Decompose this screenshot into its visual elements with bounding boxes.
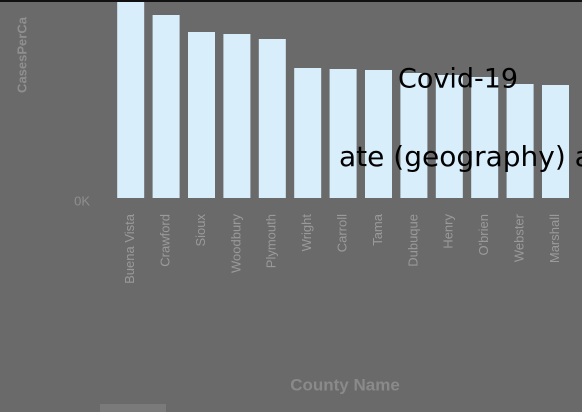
overlay-text: ate (geography) and by dat [339, 140, 582, 173]
x-tick-label: Crawford [158, 214, 173, 267]
x-tick-label: Buena Vista [122, 213, 137, 284]
x-tick-label: Woodbury [228, 214, 243, 274]
x-tick-label: Henry [441, 214, 456, 249]
bar [329, 69, 357, 198]
x-tick-label: Plymouth [264, 214, 279, 268]
bar [258, 39, 286, 198]
bar [223, 34, 251, 198]
x-axis-title: County Name [290, 375, 400, 394]
x-tick-label: O'brien [476, 214, 491, 256]
overlay-text: Covid-19 [398, 64, 518, 95]
bar [400, 73, 428, 198]
bar [435, 75, 463, 198]
x-tick-label: Sioux [193, 214, 208, 247]
x-tick-label: Dubuque [405, 214, 420, 267]
y-tick-label: 0K [74, 193, 90, 208]
x-tick-label: Carroll [335, 214, 350, 252]
top-border [0, 0, 582, 2]
x-tick-label: Wright [299, 214, 314, 252]
x-tick-label: Tama [370, 213, 385, 246]
bar [365, 70, 392, 198]
x-tick-label: Marshall [547, 214, 562, 263]
bar [542, 85, 569, 198]
scrollbar [100, 404, 166, 412]
bar [471, 77, 499, 198]
bar [188, 32, 215, 198]
y-axis-title: CasesPerCa [14, 16, 29, 93]
bar [152, 15, 180, 198]
x-tick-label: Webster [512, 213, 527, 262]
bar [294, 68, 322, 198]
bar [506, 84, 534, 198]
bar [117, 2, 145, 198]
